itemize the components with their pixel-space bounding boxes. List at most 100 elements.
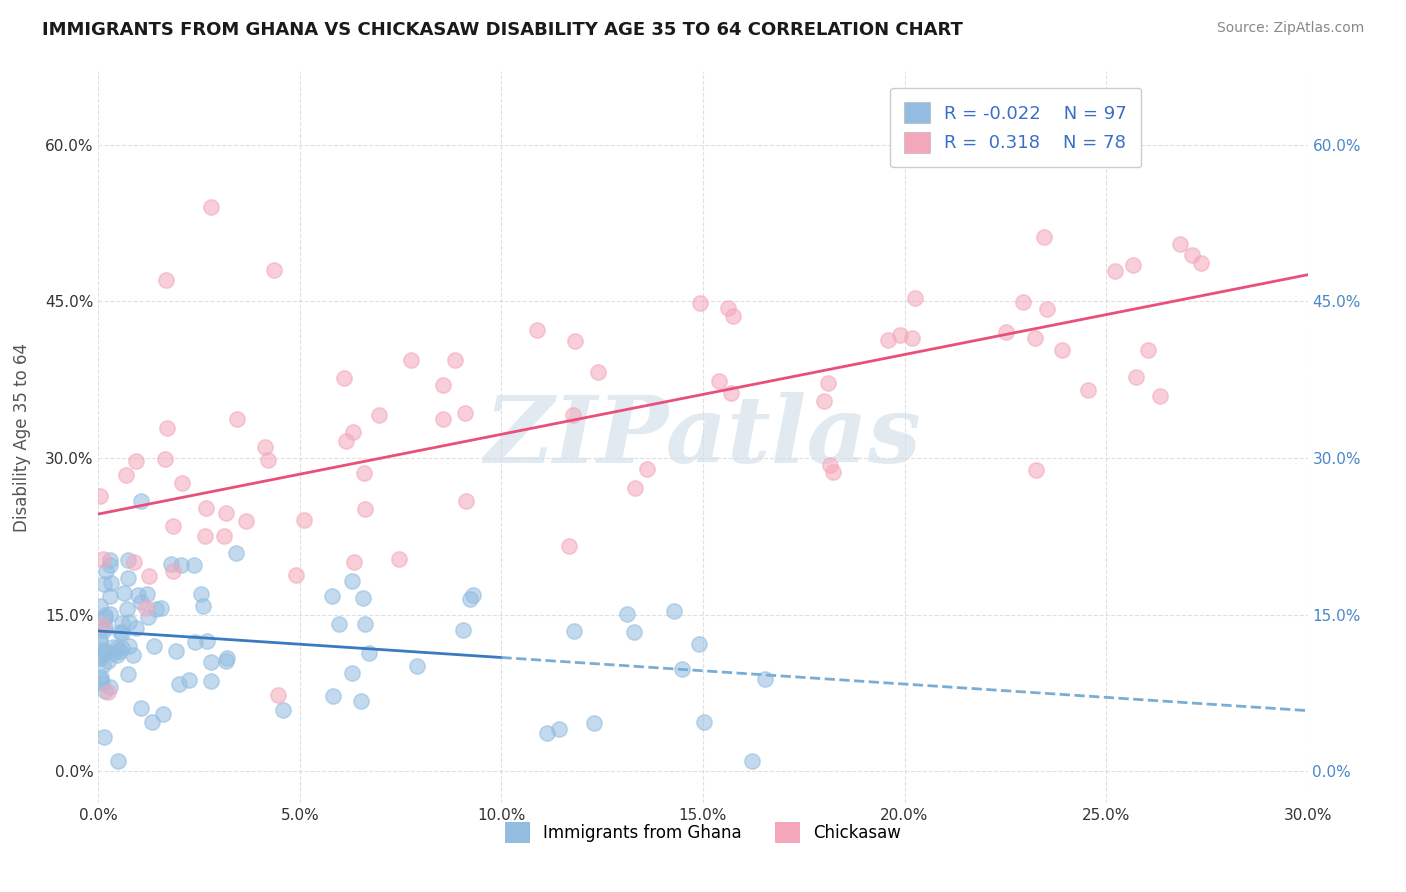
Point [177,673,200,687]
Point [93,730,115,744]
Point [225,546,247,560]
Point [89,489,111,503]
Point [138,568,160,582]
Point [256,452,278,467]
Point [105,641,128,656]
Point [263,263,285,277]
Point [155,273,177,287]
Point [94,645,117,659]
Point [1181,248,1204,262]
Legend: Immigrants from Ghana, Chickasaw: Immigrants from Ghana, Chickasaw [498,815,908,849]
Point [335,434,357,449]
Point [1104,264,1126,278]
Point [193,599,215,613]
Point [90,675,112,690]
Point [162,564,184,578]
Point [536,725,558,739]
Point [817,376,839,391]
Point [89,599,111,613]
Point [165,643,187,657]
Point [721,310,744,324]
Point [354,617,377,632]
Point [94,610,117,624]
Point [89,634,111,648]
Point [636,462,658,476]
Point [117,552,139,566]
Point [359,646,381,660]
Point [129,494,152,508]
Point [183,558,205,573]
Point [129,701,152,715]
Point [94,607,117,622]
Point [352,591,374,606]
Point [333,371,356,385]
Point [292,513,315,527]
Point [195,500,218,515]
Point [114,467,136,482]
Point [100,607,122,621]
Point [101,640,124,654]
Point [117,667,139,681]
Point [818,458,841,472]
Point [340,574,363,588]
Point [93,576,115,591]
Point [200,200,222,214]
Point [1125,370,1147,384]
Point [190,586,212,600]
Point [152,707,174,722]
Point [100,576,122,591]
Point [368,408,391,422]
Point [716,301,738,316]
Point [127,588,149,602]
Point [253,440,276,454]
Point [1077,383,1099,397]
Point [98,681,121,695]
Point [901,331,924,345]
Point [354,502,377,516]
Point [693,714,716,729]
Point [156,420,179,434]
Point [195,633,218,648]
Point [167,676,190,690]
Point [267,689,290,703]
Point [583,716,606,731]
Point [401,353,423,368]
Point [122,648,145,663]
Point [94,620,117,634]
Point [671,662,693,676]
Point [91,658,114,673]
Point [125,454,148,468]
Point [98,589,121,603]
Point [89,649,111,664]
Point [741,754,763,768]
Point [194,529,217,543]
Point [562,624,585,639]
Point [1137,343,1160,358]
Text: ZIPatlas: ZIPatlas [485,392,921,482]
Point [98,558,121,572]
Point [460,591,482,606]
Point [432,378,454,392]
Point [215,506,238,520]
Point [1149,389,1171,403]
Point [103,646,125,660]
Point [444,353,467,368]
Point [623,625,645,640]
Point [353,466,375,480]
Point [93,623,115,637]
Point [94,564,117,578]
Point [754,672,776,686]
Point [558,539,581,553]
Point [432,411,454,425]
Point [342,425,364,439]
Point [136,609,159,624]
Point [124,621,146,635]
Point [547,723,569,737]
Point [118,640,141,654]
Point [200,673,222,688]
Point [184,635,207,649]
Point [526,323,548,337]
Point [122,555,145,569]
Point [995,325,1018,339]
Point [105,648,128,662]
